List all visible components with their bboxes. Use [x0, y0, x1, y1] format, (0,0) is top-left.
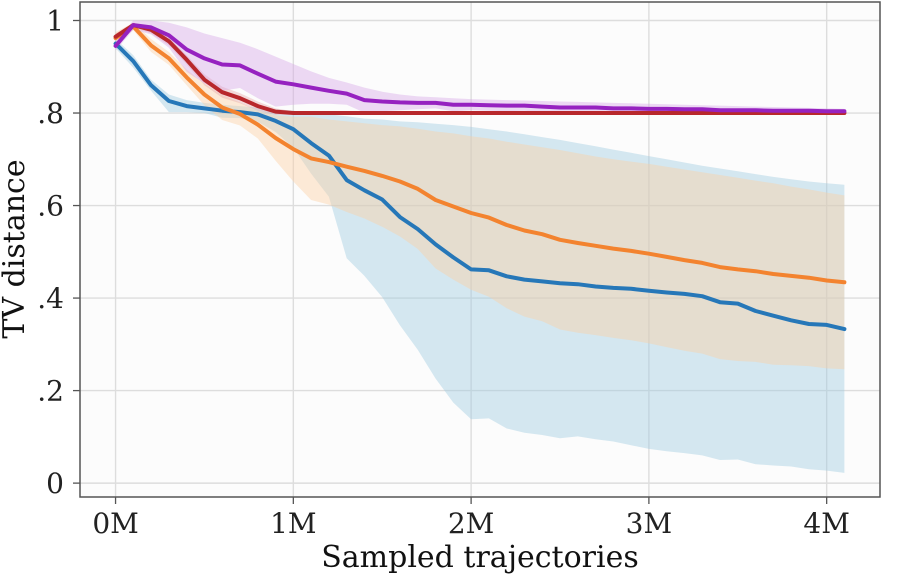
y-axis-ticks: 0 .2 .4 .6 .8 1 — [37, 5, 80, 500]
x-tick-label: 3M — [626, 507, 672, 540]
band-purple — [115, 20, 845, 115]
y-tick-label: .2 — [37, 375, 64, 408]
line-orange — [113, 24, 847, 285]
x-tick-label: 4M — [803, 507, 849, 540]
line-purple — [113, 23, 847, 114]
y-axis-title: TV distance — [0, 159, 32, 338]
plot-frame — [79, 1, 881, 498]
band-blue — [115, 39, 845, 473]
confidence-bands — [115, 20, 845, 473]
y-tick-label: 1 — [46, 5, 64, 38]
y-tick-label: 0 — [46, 467, 64, 500]
y-tick-label: .8 — [37, 97, 64, 130]
x-axis-ticks: 0M 1M 2M 3M 4M — [92, 497, 850, 540]
band-orange — [115, 22, 845, 370]
x-tick-label: 2M — [448, 507, 494, 540]
x-tick-label: 1M — [270, 507, 316, 540]
x-tick-label: 0M — [92, 507, 138, 540]
y-tick-label: .4 — [37, 282, 64, 315]
x-axis-title: Sampled trajectories — [321, 540, 639, 575]
y-tick-label: .6 — [37, 190, 64, 223]
series-lines — [113, 23, 847, 332]
line-red — [113, 23, 847, 115]
